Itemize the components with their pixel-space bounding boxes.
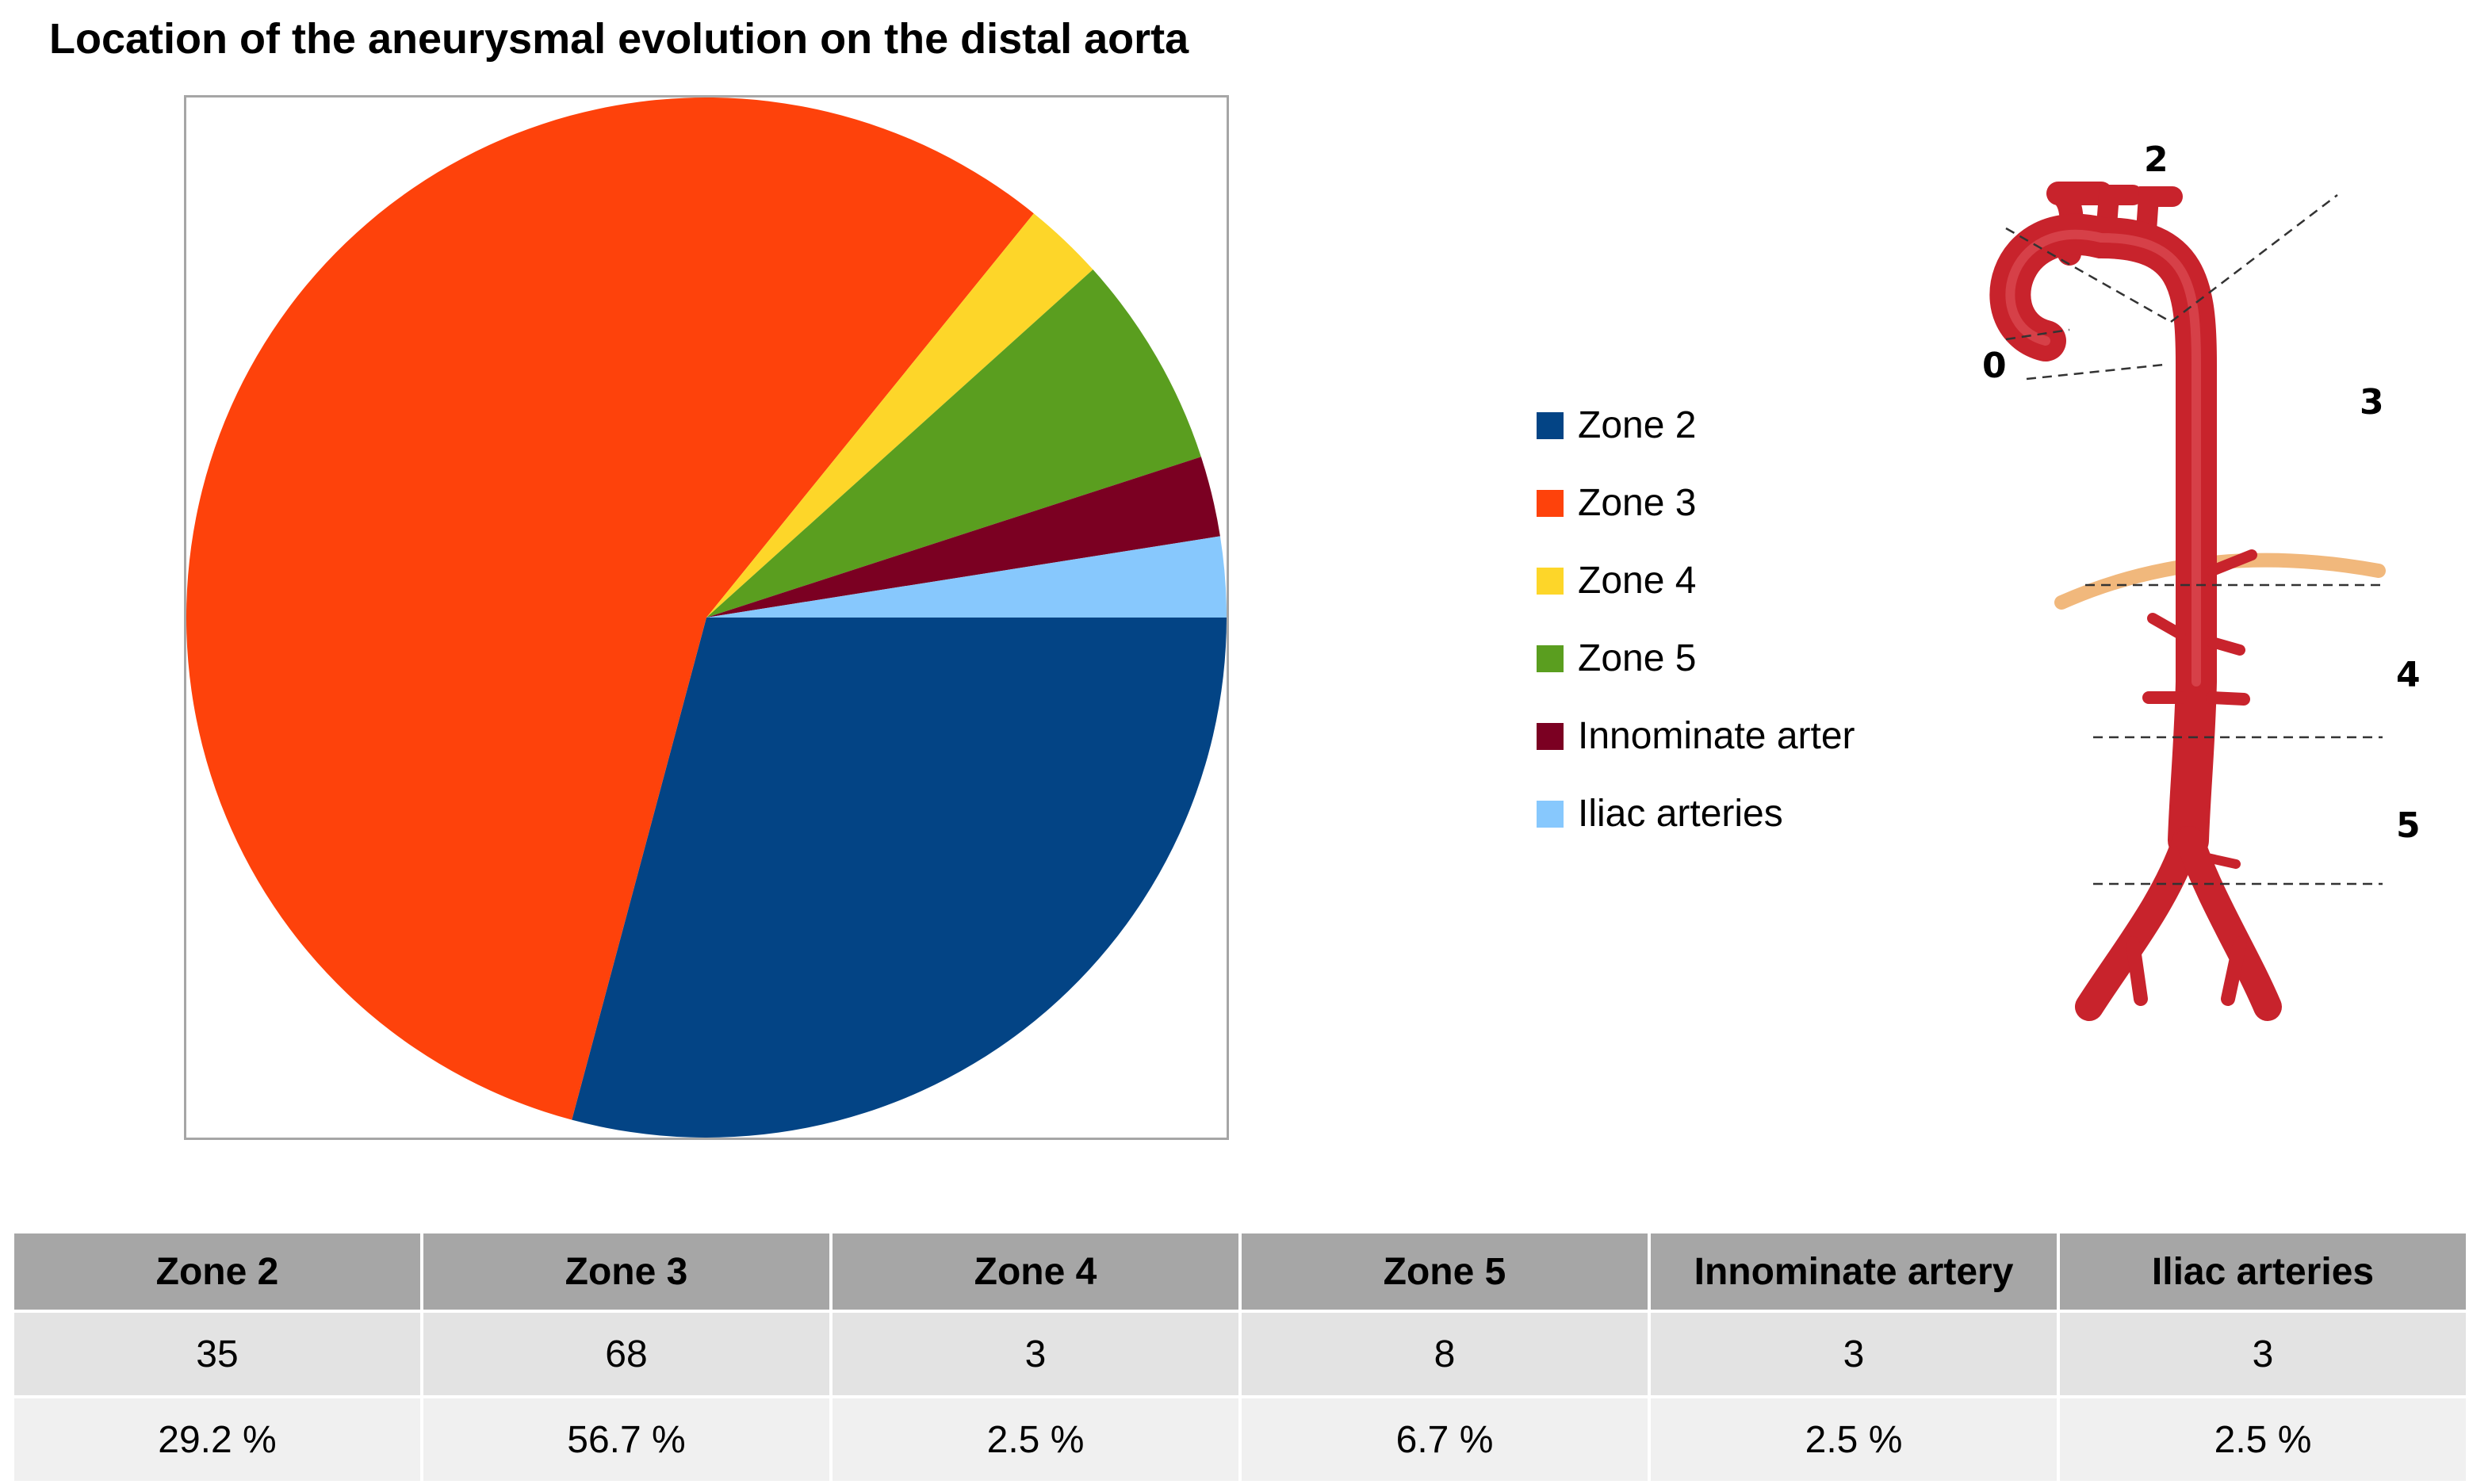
table-cell: 2.5 % <box>829 1395 1242 1484</box>
table-header-row: Zone 2 Zone 3 Zone 4 Zone 5 Innominate a… <box>11 1230 2469 1313</box>
legend-label: Zone 3 <box>1578 482 1697 524</box>
legend-label: Innominate arter <box>1578 715 1855 757</box>
legend-swatch <box>1537 568 1564 595</box>
zone-label-0: 0 <box>1982 346 2007 386</box>
pie-chart <box>186 98 1227 1138</box>
table-cell: 35 <box>11 1310 423 1398</box>
chart-title: Location of the aneurysmal evolution on … <box>49 15 1189 63</box>
legend-swatch <box>1537 645 1564 672</box>
aorta-illustration <box>1989 182 2386 1021</box>
table-header: Zone 5 <box>1238 1230 1651 1313</box>
table-cell: 8 <box>1238 1310 1651 1398</box>
zone-label-1: 1 <box>1982 270 1983 310</box>
zone-label-4: 4 <box>2396 655 2421 695</box>
legend-item-zone-3: Zone 3 <box>1537 474 1895 552</box>
table-cell: 29.2 % <box>11 1395 423 1484</box>
table-cell: 3 <box>1648 1310 2060 1398</box>
pie-slice-zone-5 <box>706 270 1201 618</box>
legend-label: Zone 2 <box>1578 404 1697 446</box>
pie-chart-frame <box>184 95 1229 1140</box>
zone-label-5: 5 <box>2396 805 2421 846</box>
legend-label: Zone 5 <box>1578 637 1697 679</box>
table-cell: 3 <box>829 1310 1242 1398</box>
table-header: Innominate artery <box>1648 1230 2060 1313</box>
legend-label: Iliac arteries <box>1578 793 1783 835</box>
pie-slice-zone-4 <box>706 213 1093 618</box>
pie-slice-innominate-artery <box>706 457 1220 618</box>
legend-label: Zone 4 <box>1578 560 1697 602</box>
table-row-counts: 35 68 3 8 3 3 <box>11 1310 2469 1398</box>
zone-label-3: 3 <box>2360 382 2384 423</box>
legend-item-zone-4: Zone 4 <box>1537 552 1895 629</box>
table-cell: 2.5 % <box>1648 1395 2060 1484</box>
table-header: Zone 4 <box>829 1230 1242 1313</box>
table-header: Iliac arteries <box>2057 1230 2469 1313</box>
table-cell: 56.7 % <box>420 1395 833 1484</box>
table-cell: 6.7 % <box>1238 1395 1651 1484</box>
legend-swatch <box>1537 801 1564 828</box>
legend: Zone 2 Zone 3 Zone 4 Zone 5 Innominate a… <box>1537 396 1895 862</box>
table-cell: 68 <box>420 1310 833 1398</box>
table-header: Zone 2 <box>11 1230 423 1313</box>
zone-label-2: 2 <box>2144 140 2169 180</box>
pie-slice-iliac-arteries <box>706 536 1227 618</box>
aorta-zones-diagram: 0 1 2 3 4 5 <box>1982 140 2421 1021</box>
table-header: Zone 3 <box>420 1230 833 1313</box>
table-cell: 3 <box>2057 1310 2469 1398</box>
table-cell: 2.5 % <box>2057 1395 2469 1484</box>
legend-item-zone-5: Zone 5 <box>1537 629 1895 707</box>
legend-swatch <box>1537 490 1564 517</box>
table-row-percents: 29.2 % 56.7 % 2.5 % 6.7 % 2.5 % 2.5 % <box>11 1395 2469 1484</box>
legend-item-zone-2: Zone 2 <box>1537 396 1895 474</box>
legend-swatch <box>1537 412 1564 439</box>
pie-slice-zone-2 <box>572 618 1227 1138</box>
legend-swatch <box>1537 723 1564 750</box>
data-table: Zone 2 Zone 3 Zone 4 Zone 5 Innominate a… <box>11 1230 2469 1484</box>
legend-item-innominate-artery: Innominate arter <box>1537 707 1895 785</box>
pie-slice-zone-3 <box>186 98 1034 1120</box>
legend-item-iliac-arteries: Iliac arteries <box>1537 785 1895 862</box>
